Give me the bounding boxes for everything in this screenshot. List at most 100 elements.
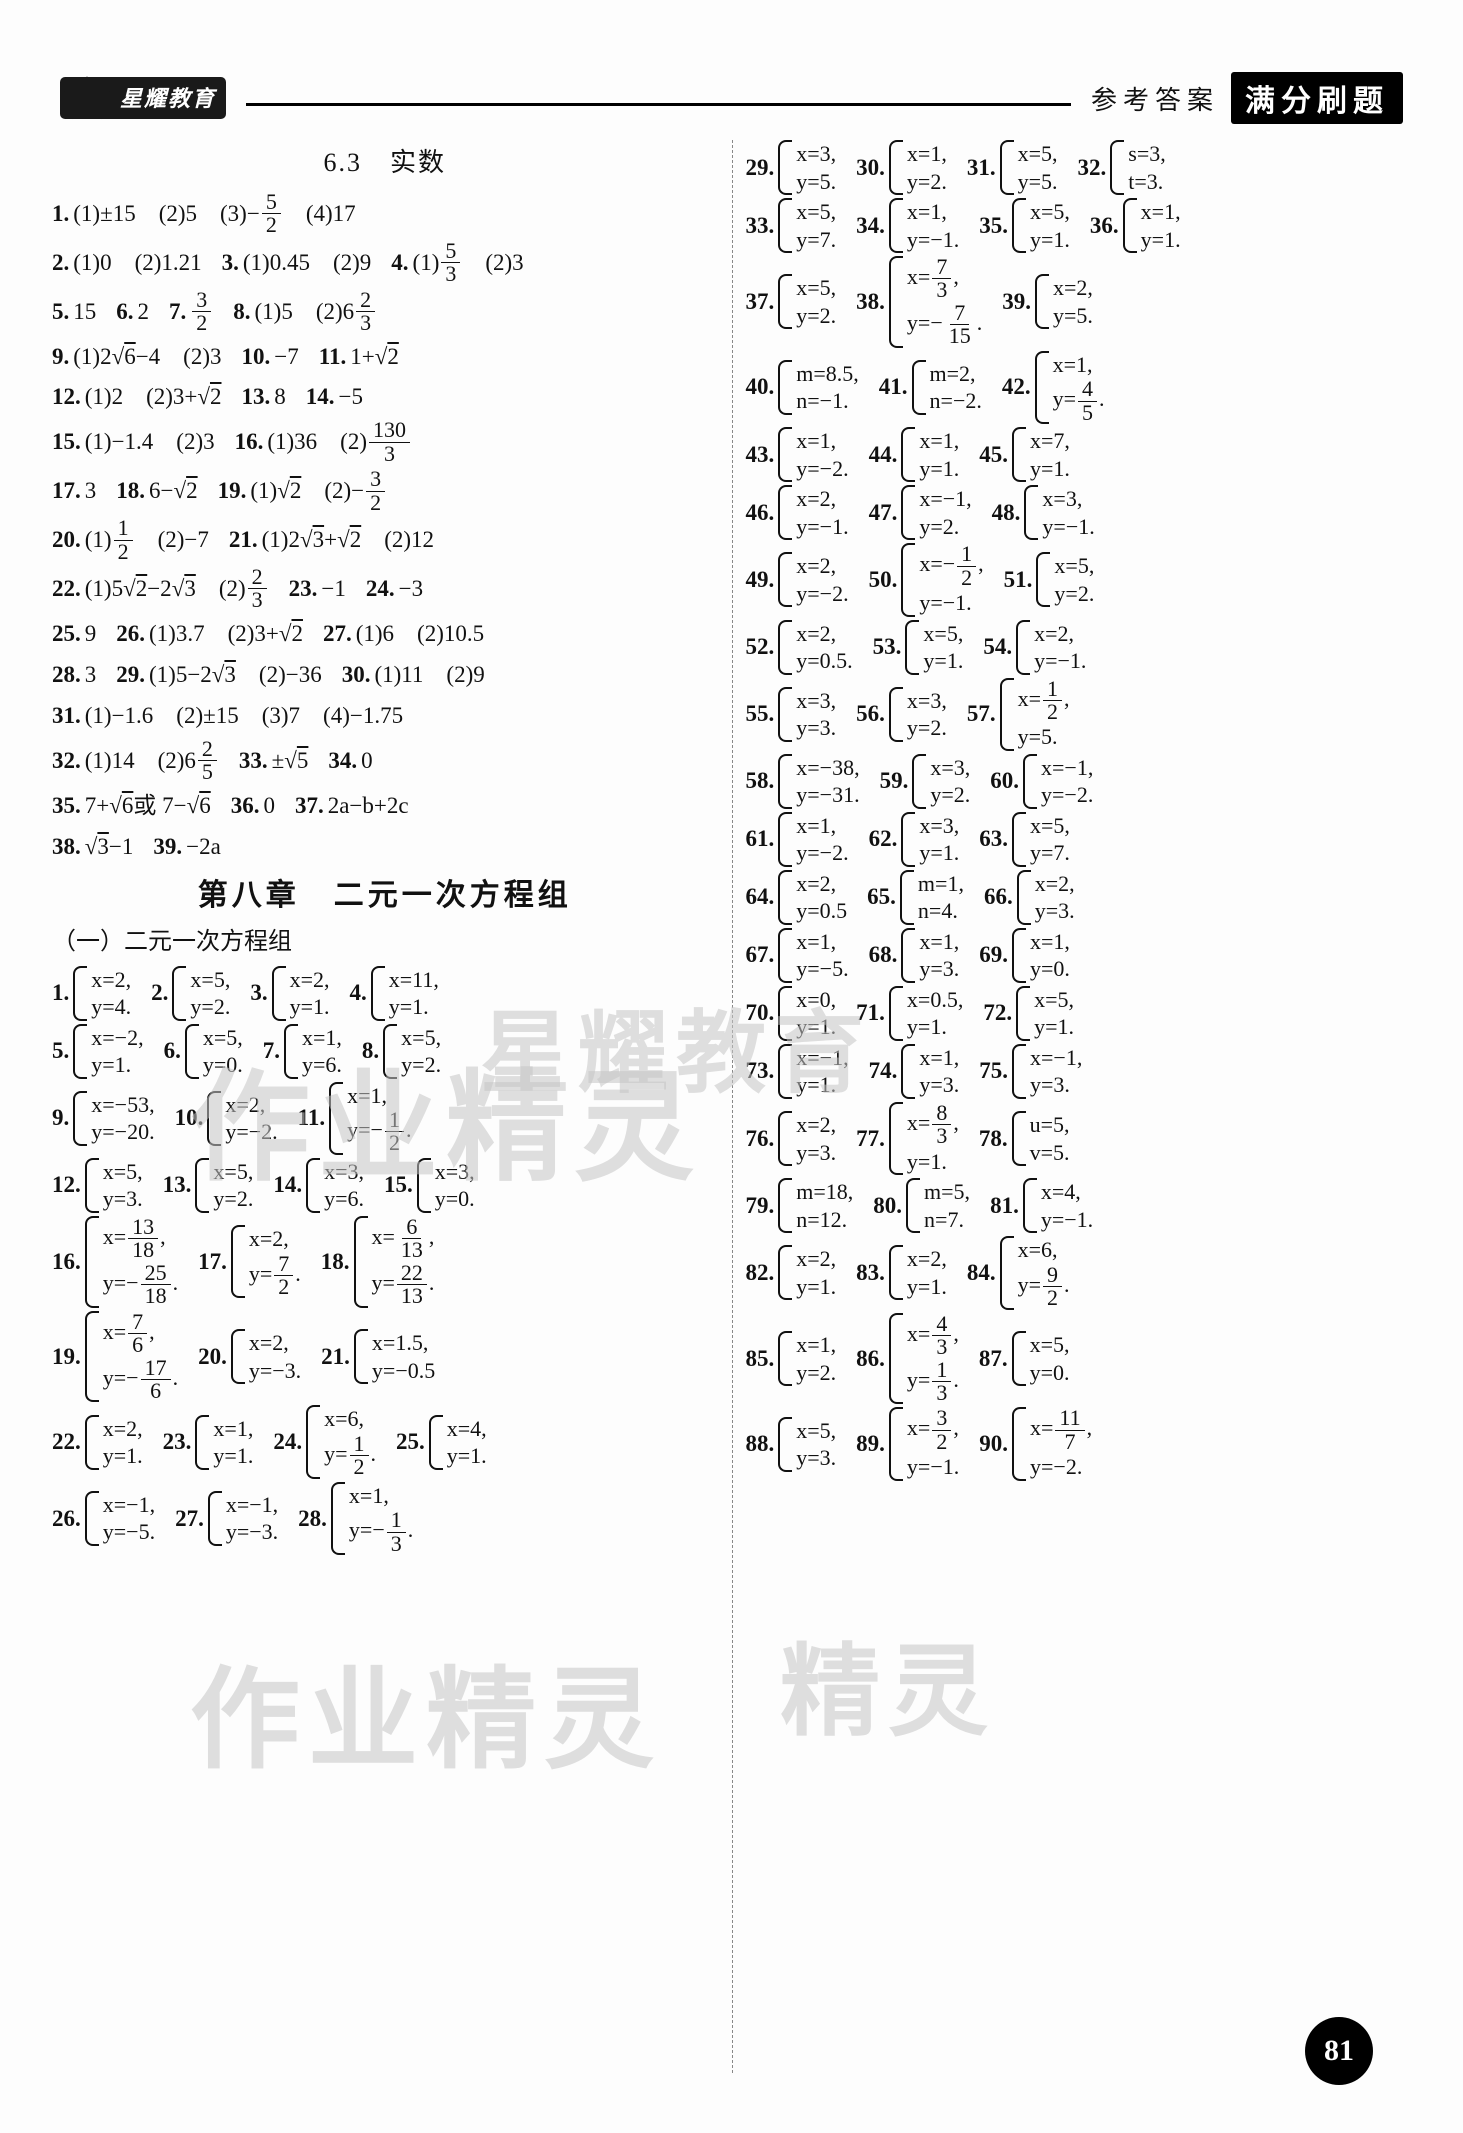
answer-item: 78. u=5,v=5. (979, 1111, 1070, 1166)
answer-item: 76. x=2,y=3. (746, 1111, 837, 1166)
answer-item: 66. x=2,y=3. (984, 870, 1075, 925)
answer-item: 28. x=1,y=−13. (298, 1482, 413, 1555)
section-6-3-title: 6.3 实数 (52, 142, 718, 185)
answer-item: 24.−3 (366, 570, 423, 608)
answer-item: 47. x=−1,y=2. (869, 485, 972, 540)
answer-item: 22. x=2,y=1. (52, 1415, 143, 1470)
answer-item: 56. x=3,y=2. (856, 687, 947, 742)
answer-item: 33. x=5,y=7. (746, 198, 837, 253)
answer-item: 30. x=1,y=2. (856, 140, 947, 195)
answer-item: 16.(1)36 (2)1303 (235, 419, 412, 465)
answer-item: 34. x=1,y=−1. (856, 198, 959, 253)
answer-item: 21. x=1.5,y=−0.5 (321, 1329, 435, 1384)
answer-item: 1. x=2,y=4. (52, 966, 131, 1021)
answer-item: 83. x=2,y=1. (856, 1245, 947, 1300)
answer-item: 20. x=2,y=−3. (198, 1329, 301, 1384)
answer-item: 34.0 (328, 742, 372, 780)
answer-item: 32.(1)14 (2)625 (52, 738, 219, 784)
answer-item: 43. x=1,y=−2. (746, 427, 849, 482)
answer-item: 18. x=613,y=2213. (321, 1216, 435, 1308)
answer-item: 79. m=18,n=12. (746, 1178, 854, 1233)
answer-item: 39.−2a (153, 828, 220, 866)
answer-item: 77. x=83,y=1. (856, 1102, 959, 1175)
answer-item: 3.(1)0.45 (2)9 (222, 244, 372, 282)
answer-item: 55. x=3,y=3. (746, 687, 837, 742)
answer-item: 84. x=6,y=92. (967, 1236, 1070, 1309)
answer-item: 17. x=2,y=72. (198, 1225, 301, 1298)
answer-item: 9. x=−53,y=−20. (52, 1091, 155, 1146)
answer-item: 62. x=3,y=1. (869, 812, 960, 867)
answer-item: 37.2a−b+2c (295, 787, 409, 825)
answer-item: 14.−5 (306, 378, 363, 416)
star-icon (60, 75, 114, 121)
answer-item: 35.7+6 或 7−6 (52, 787, 211, 825)
answer-item: 74. x=1,y=3. (869, 1044, 960, 1099)
answer-item: 15. x=3,y=0. (384, 1158, 475, 1213)
answer-item: 57. x=12,y=5. (967, 678, 1070, 751)
answer-item: 16. x=1318,y=−2518. (52, 1216, 178, 1308)
answer-item: 20.(1)12 (2)−7 (52, 517, 209, 563)
answer-item: 70. x=0,y=1. (746, 986, 837, 1041)
answer-item: 35. x=5,y=1. (979, 198, 1070, 253)
answer-item: 19. x=76,y=−176. (52, 1311, 178, 1403)
answer-item: 1.(1)±15 (2)5 (3)−52 (4)17 (52, 191, 356, 237)
answer-item: 46. x=2,y=−1. (746, 485, 849, 540)
answer-item: 69. x=1,y=0. (979, 928, 1070, 983)
answer-item: 6.2 (116, 293, 149, 331)
answer-item: 15.(1)−1.4 (2)3 (52, 423, 215, 461)
answer-item: 18.6−2 (116, 472, 197, 510)
answer-item: 26. x=−1,y=−5. (52, 1491, 155, 1546)
answer-item: 90. x=117,y=−2. (979, 1407, 1092, 1480)
answer-item: 26.(1)3.7 (2)3+2 (116, 615, 303, 653)
answer-item: 64. x=2,y=0.5 (746, 870, 848, 925)
answer-item: 33.±5 (239, 742, 309, 780)
chapter-8-sub: （一）二元一次方程组 (52, 923, 718, 963)
answer-item: 9.(1)26−4 (2)3 (52, 338, 222, 376)
answer-item: 11.1+2 (319, 338, 399, 376)
answer-item: 63. x=5,y=7. (979, 812, 1070, 867)
answer-item: 14. x=3,y=6. (273, 1158, 364, 1213)
answer-item: 10. x=2,y=−2. (175, 1091, 278, 1146)
answer-item: 51. x=5,y=2. (1004, 552, 1095, 607)
answer-item: 40. m=8.5,n=−1. (746, 360, 859, 415)
answer-item: 61. x=1,y=−2. (746, 812, 849, 867)
answer-item: 29.(1)5−23 (2)−36 (116, 656, 321, 694)
answer-item: 8. x=5,y=2. (362, 1024, 441, 1079)
answer-item: 52. x=2,y=0.5. (746, 620, 853, 675)
answer-item: 71. x=0.5,y=1. (856, 986, 963, 1041)
answer-item: 38.3−1 (52, 828, 133, 866)
answer-item: 2.(1)0 (2)1.21 (52, 244, 202, 282)
answer-item: 36. x=1,y=1. (1090, 198, 1181, 253)
answer-item: 8.(1)5 (2)623 (233, 289, 377, 335)
answer-item: 44. x=1,y=1. (869, 427, 960, 482)
answer-item: 85. x=1,y=2. (746, 1331, 837, 1386)
answer-item: 13.8 (241, 378, 285, 416)
answer-item: 89. x=32,y=−1. (856, 1407, 959, 1480)
page-header: 星耀教育 参考答案 满分刷题 (0, 70, 1463, 126)
header-badge: 满分刷题 (1231, 72, 1403, 124)
answer-item: 28.3 (52, 656, 96, 694)
answer-item: 2. x=5,y=2. (151, 966, 230, 1021)
answer-item: 23.−1 (289, 570, 346, 608)
answer-item: 6. x=5,y=0. (164, 1024, 243, 1079)
answer-item: 31.(1)−1.6 (2)±15 (3)7 (4)−1.75 (52, 697, 403, 735)
answer-item: 48. x=3,y=−1. (992, 485, 1095, 540)
answer-item: 73. x=−1,y=1. (746, 1044, 849, 1099)
answer-item: 7.32 (169, 289, 213, 335)
answer-item: 31. x=5,y=5. (967, 140, 1058, 195)
answer-item: 5.15 (52, 293, 96, 331)
answer-item: 42. x=1,y=45. (1002, 351, 1105, 424)
answer-item: 86. x=43,y=13. (856, 1313, 959, 1405)
answer-item: 68. x=1,y=3. (869, 928, 960, 983)
answer-item: 10.−7 (242, 338, 299, 376)
answer-item: 11. x=1,y=−12. (298, 1082, 412, 1155)
content-columns: 6.3 实数 1.(1)±15 (2)5 (3)−52 (4)17 2.(1)0 … (52, 140, 1411, 2073)
answer-item: 82. x=2,y=1. (746, 1245, 837, 1300)
chapter-8-title: 第八章 二元一次方程组 (52, 871, 718, 921)
answer-item: 65. m=1,n=4. (867, 870, 964, 925)
answer-item: 22.(1)52−23 (2)23 (52, 566, 269, 612)
answer-item: 36.0 (231, 787, 275, 825)
answer-item: 17.3 (52, 472, 96, 510)
answer-item: 72. x=5,y=1. (983, 986, 1074, 1041)
answer-item: 25. x=4,y=1. (396, 1415, 487, 1470)
